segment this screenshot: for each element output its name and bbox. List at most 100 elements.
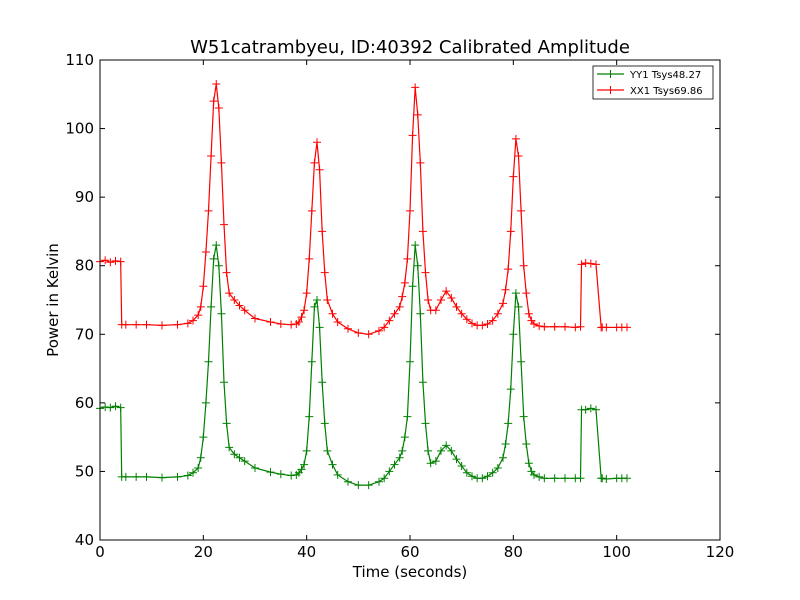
data-point: [499, 453, 507, 462]
data-point: [561, 322, 569, 331]
data-point: [522, 289, 531, 298]
data-point: [320, 268, 329, 277]
data-point: [602, 474, 611, 483]
data-point: [209, 254, 218, 263]
series-2: [96, 80, 631, 339]
x-tick-label: 80: [504, 543, 523, 561]
data-point: [581, 258, 590, 267]
data-point: [199, 433, 208, 442]
x-tick-label: 120: [706, 543, 735, 561]
legend-label: YY1 Tsys48.27: [629, 70, 701, 81]
data-point: [294, 317, 303, 326]
x-axis-label: Time (seconds): [352, 563, 468, 581]
data-point: [602, 323, 611, 332]
data-point: [116, 257, 125, 266]
data-point: [344, 324, 352, 333]
data-point: [506, 227, 515, 236]
y-tick-label: 70: [75, 325, 94, 343]
y-axis-label: Power in Kelvin: [44, 243, 62, 357]
data-point: [504, 419, 513, 428]
data-point: [424, 296, 433, 304]
data-point: [328, 309, 337, 318]
data-point: [266, 317, 275, 326]
data-point: [380, 474, 389, 483]
data-point: [447, 446, 456, 455]
data-point: [413, 110, 422, 119]
data-point: [522, 440, 531, 448]
series-layer: [96, 80, 631, 490]
data-point: [442, 287, 451, 296]
data-point: [240, 457, 249, 466]
data-point: [517, 357, 526, 366]
data-point: [132, 472, 141, 481]
data-point: [478, 321, 487, 330]
data-point: [550, 322, 559, 331]
data-point: [426, 459, 435, 468]
data-point: [571, 323, 580, 332]
data-point: [483, 472, 492, 481]
data-point: [201, 248, 210, 256]
data-point: [302, 289, 311, 298]
data-point: [354, 481, 363, 490]
data-point: [403, 412, 412, 421]
data-point: [592, 405, 600, 414]
data-point: [194, 464, 203, 472]
data-point: [310, 302, 319, 311]
data-point: [101, 256, 110, 265]
data-point: [403, 254, 412, 263]
data-point: [220, 378, 228, 387]
data-point: [576, 322, 585, 331]
data-point: [194, 311, 203, 320]
data-point: [225, 443, 234, 452]
data-point: [199, 282, 208, 291]
data-point: [318, 227, 327, 236]
data-point: [354, 328, 363, 337]
series-1: [96, 241, 631, 490]
data-point: [530, 470, 538, 479]
data-point: [364, 330, 373, 339]
data-point: [276, 320, 285, 328]
legend: YY1 Tsys48.27 XX1 Tsys69.86: [592, 65, 714, 100]
data-point: [499, 299, 507, 308]
data-point: [385, 467, 394, 476]
data-point: [323, 296, 332, 304]
data-point: [390, 309, 399, 318]
data-point: [158, 321, 166, 330]
data-point: [212, 241, 221, 250]
data-point: [121, 320, 130, 329]
data-point: [333, 317, 342, 326]
data-point: [328, 460, 337, 469]
data-point: [457, 461, 466, 470]
data-point: [586, 259, 595, 268]
data-point: [297, 313, 306, 322]
y-tick-label: 60: [75, 394, 94, 412]
x-tick-label: 0: [95, 543, 105, 561]
y-tick-label: 50: [75, 462, 94, 480]
data-point: [509, 172, 518, 181]
data-point: [196, 302, 205, 311]
data-point: [468, 472, 476, 481]
y-tick-label: 80: [75, 257, 94, 275]
data-point: [452, 302, 461, 311]
data-point: [320, 419, 329, 428]
data-point: [307, 357, 316, 366]
data-point: [493, 309, 502, 318]
data-point: [395, 302, 404, 311]
data-point: [297, 465, 306, 474]
data-point: [411, 83, 420, 92]
data-point: [421, 268, 430, 277]
data-point: [400, 278, 409, 287]
data-point: [220, 220, 228, 229]
data-point: [196, 453, 205, 462]
data-point: [418, 227, 427, 236]
data-point: [452, 455, 461, 464]
data-point: [235, 453, 244, 462]
y-tick-label: 110: [65, 51, 94, 69]
data-point: [504, 265, 513, 274]
x-tick-label: 20: [194, 543, 213, 561]
data-point: [209, 97, 218, 106]
data-point: [447, 293, 456, 302]
y-tick-label: 90: [75, 188, 94, 206]
